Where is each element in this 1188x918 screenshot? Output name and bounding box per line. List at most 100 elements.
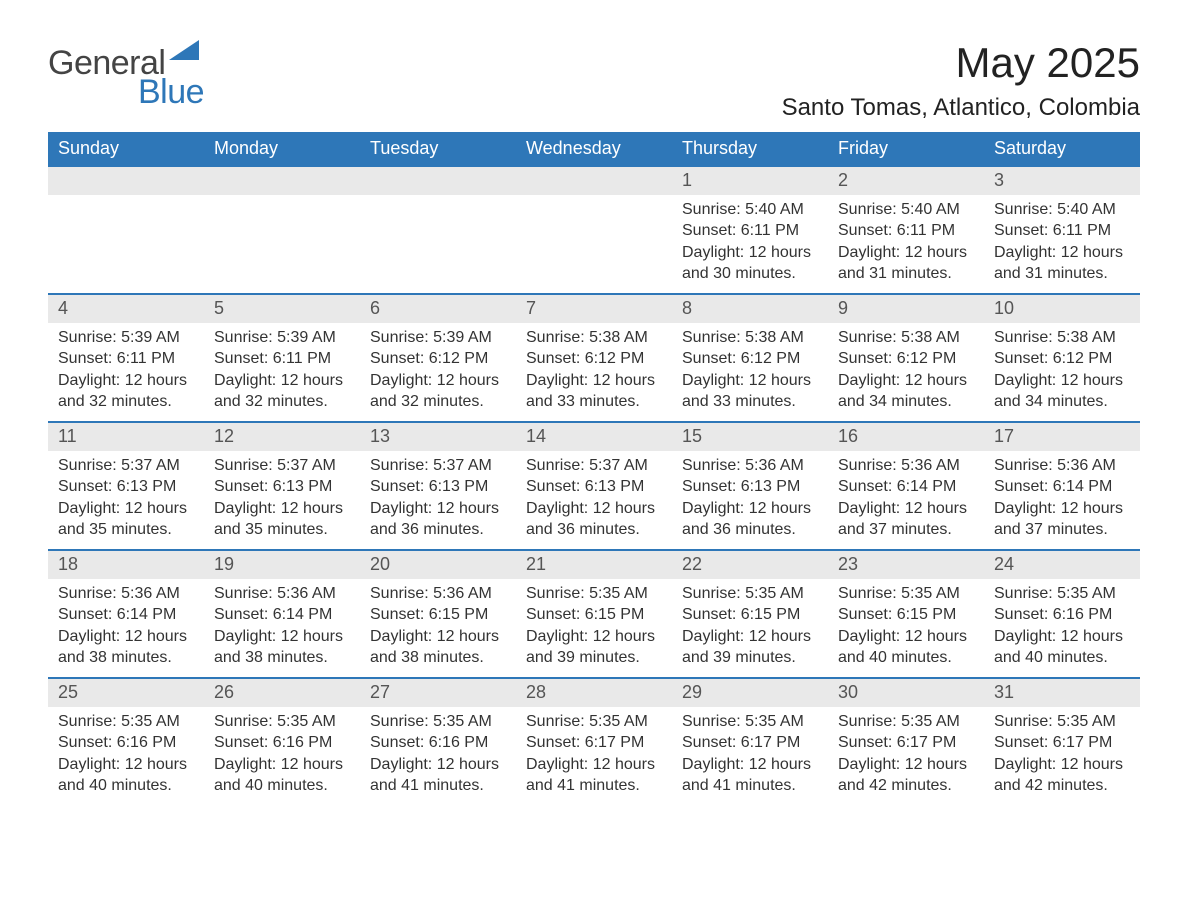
calendar-table: SundayMondayTuesdayWednesdayThursdayFrid…: [48, 132, 1140, 806]
calendar-cell: 16Sunrise: 5:36 AMSunset: 6:14 PMDayligh…: [828, 422, 984, 550]
sunset-text: Sunset: 6:12 PM: [838, 348, 974, 370]
day-body: Sunrise: 5:35 AMSunset: 6:16 PMDaylight:…: [204, 707, 360, 803]
day-number: 18: [48, 551, 204, 578]
sunset-text: Sunset: 6:15 PM: [838, 604, 974, 626]
daylight-text: Daylight: 12 hours and 40 minutes.: [214, 754, 350, 797]
day-number: 15: [672, 423, 828, 450]
calendar-week-row: 11Sunrise: 5:37 AMSunset: 6:13 PMDayligh…: [48, 422, 1140, 550]
daylight-text: Daylight: 12 hours and 40 minutes.: [838, 626, 974, 669]
sunrise-text: Sunrise: 5:38 AM: [682, 327, 818, 349]
calendar-cell: 25Sunrise: 5:35 AMSunset: 6:16 PMDayligh…: [48, 678, 204, 806]
sunset-text: Sunset: 6:13 PM: [370, 476, 506, 498]
day-body: Sunrise: 5:35 AMSunset: 6:16 PMDaylight:…: [360, 707, 516, 803]
daylight-text: Daylight: 12 hours and 41 minutes.: [526, 754, 662, 797]
day-body: Sunrise: 5:36 AMSunset: 6:14 PMDaylight:…: [828, 451, 984, 547]
day-body: Sunrise: 5:38 AMSunset: 6:12 PMDaylight:…: [984, 323, 1140, 419]
sunrise-text: Sunrise: 5:38 AM: [838, 327, 974, 349]
day-body: Sunrise: 5:36 AMSunset: 6:14 PMDaylight:…: [48, 579, 204, 675]
sunset-text: Sunset: 6:17 PM: [838, 732, 974, 754]
day-number: [360, 167, 516, 194]
day-number: 25: [48, 679, 204, 706]
day-body: Sunrise: 5:36 AMSunset: 6:13 PMDaylight:…: [672, 451, 828, 547]
calendar-cell: 26Sunrise: 5:35 AMSunset: 6:16 PMDayligh…: [204, 678, 360, 806]
day-number: 17: [984, 423, 1140, 450]
sunset-text: Sunset: 6:12 PM: [994, 348, 1130, 370]
day-number: [204, 167, 360, 194]
calendar-cell: 6Sunrise: 5:39 AMSunset: 6:12 PMDaylight…: [360, 294, 516, 422]
day-body: Sunrise: 5:35 AMSunset: 6:15 PMDaylight:…: [828, 579, 984, 675]
day-number: 23: [828, 551, 984, 578]
weekday-header: Thursday: [672, 132, 828, 166]
sunrise-text: Sunrise: 5:35 AM: [526, 711, 662, 733]
sunset-text: Sunset: 6:16 PM: [58, 732, 194, 754]
daylight-text: Daylight: 12 hours and 36 minutes.: [526, 498, 662, 541]
day-body: [204, 195, 360, 205]
sunset-text: Sunset: 6:13 PM: [682, 476, 818, 498]
calendar-cell: 24Sunrise: 5:35 AMSunset: 6:16 PMDayligh…: [984, 550, 1140, 678]
sunrise-text: Sunrise: 5:36 AM: [838, 455, 974, 477]
sunset-text: Sunset: 6:17 PM: [526, 732, 662, 754]
sunrise-text: Sunrise: 5:39 AM: [214, 327, 350, 349]
sunrise-text: Sunrise: 5:37 AM: [58, 455, 194, 477]
day-number: [48, 167, 204, 194]
daylight-text: Daylight: 12 hours and 37 minutes.: [838, 498, 974, 541]
day-number: 11: [48, 423, 204, 450]
day-number: 28: [516, 679, 672, 706]
calendar-cell: 4Sunrise: 5:39 AMSunset: 6:11 PMDaylight…: [48, 294, 204, 422]
sunrise-text: Sunrise: 5:40 AM: [838, 199, 974, 221]
daylight-text: Daylight: 12 hours and 42 minutes.: [838, 754, 974, 797]
day-body: [516, 195, 672, 205]
day-body: Sunrise: 5:39 AMSunset: 6:12 PMDaylight:…: [360, 323, 516, 419]
calendar-cell: 11Sunrise: 5:37 AMSunset: 6:13 PMDayligh…: [48, 422, 204, 550]
calendar-cell: 28Sunrise: 5:35 AMSunset: 6:17 PMDayligh…: [516, 678, 672, 806]
day-body: Sunrise: 5:37 AMSunset: 6:13 PMDaylight:…: [516, 451, 672, 547]
day-number: 22: [672, 551, 828, 578]
day-body: Sunrise: 5:38 AMSunset: 6:12 PMDaylight:…: [672, 323, 828, 419]
daylight-text: Daylight: 12 hours and 34 minutes.: [838, 370, 974, 413]
day-body: Sunrise: 5:37 AMSunset: 6:13 PMDaylight:…: [48, 451, 204, 547]
sunrise-text: Sunrise: 5:38 AM: [526, 327, 662, 349]
sunrise-text: Sunrise: 5:36 AM: [994, 455, 1130, 477]
calendar-cell: 31Sunrise: 5:35 AMSunset: 6:17 PMDayligh…: [984, 678, 1140, 806]
sunset-text: Sunset: 6:14 PM: [58, 604, 194, 626]
daylight-text: Daylight: 12 hours and 39 minutes.: [682, 626, 818, 669]
daylight-text: Daylight: 12 hours and 32 minutes.: [370, 370, 506, 413]
calendar-cell: 21Sunrise: 5:35 AMSunset: 6:15 PMDayligh…: [516, 550, 672, 678]
calendar-cell: 3Sunrise: 5:40 AMSunset: 6:11 PMDaylight…: [984, 166, 1140, 294]
calendar-cell: [204, 166, 360, 294]
calendar-cell: 29Sunrise: 5:35 AMSunset: 6:17 PMDayligh…: [672, 678, 828, 806]
day-number: 21: [516, 551, 672, 578]
daylight-text: Daylight: 12 hours and 36 minutes.: [682, 498, 818, 541]
day-number: 2: [828, 167, 984, 194]
weekday-header-row: SundayMondayTuesdayWednesdayThursdayFrid…: [48, 132, 1140, 166]
sunrise-text: Sunrise: 5:37 AM: [370, 455, 506, 477]
calendar-cell: [48, 166, 204, 294]
day-body: Sunrise: 5:36 AMSunset: 6:15 PMDaylight:…: [360, 579, 516, 675]
calendar-week-row: 25Sunrise: 5:35 AMSunset: 6:16 PMDayligh…: [48, 678, 1140, 806]
sunrise-text: Sunrise: 5:35 AM: [214, 711, 350, 733]
sunrise-text: Sunrise: 5:35 AM: [682, 711, 818, 733]
sunset-text: Sunset: 6:11 PM: [682, 220, 818, 242]
sunrise-text: Sunrise: 5:35 AM: [58, 711, 194, 733]
sunset-text: Sunset: 6:11 PM: [994, 220, 1130, 242]
calendar-cell: 9Sunrise: 5:38 AMSunset: 6:12 PMDaylight…: [828, 294, 984, 422]
daylight-text: Daylight: 12 hours and 32 minutes.: [214, 370, 350, 413]
day-body: Sunrise: 5:35 AMSunset: 6:17 PMDaylight:…: [516, 707, 672, 803]
daylight-text: Daylight: 12 hours and 32 minutes.: [58, 370, 194, 413]
calendar-cell: 13Sunrise: 5:37 AMSunset: 6:13 PMDayligh…: [360, 422, 516, 550]
day-number: 14: [516, 423, 672, 450]
daylight-text: Daylight: 12 hours and 40 minutes.: [994, 626, 1130, 669]
calendar-cell: 2Sunrise: 5:40 AMSunset: 6:11 PMDaylight…: [828, 166, 984, 294]
sunrise-text: Sunrise: 5:39 AM: [58, 327, 194, 349]
calendar-cell: 15Sunrise: 5:36 AMSunset: 6:13 PMDayligh…: [672, 422, 828, 550]
calendar-cell: 14Sunrise: 5:37 AMSunset: 6:13 PMDayligh…: [516, 422, 672, 550]
day-body: Sunrise: 5:35 AMSunset: 6:15 PMDaylight:…: [672, 579, 828, 675]
day-body: Sunrise: 5:36 AMSunset: 6:14 PMDaylight:…: [204, 579, 360, 675]
sunset-text: Sunset: 6:17 PM: [994, 732, 1130, 754]
sunrise-text: Sunrise: 5:36 AM: [370, 583, 506, 605]
sunrise-text: Sunrise: 5:35 AM: [994, 711, 1130, 733]
sunrise-text: Sunrise: 5:37 AM: [214, 455, 350, 477]
sunrise-text: Sunrise: 5:35 AM: [838, 711, 974, 733]
brand-logo: General Blue: [48, 40, 204, 112]
calendar-cell: 1Sunrise: 5:40 AMSunset: 6:11 PMDaylight…: [672, 166, 828, 294]
